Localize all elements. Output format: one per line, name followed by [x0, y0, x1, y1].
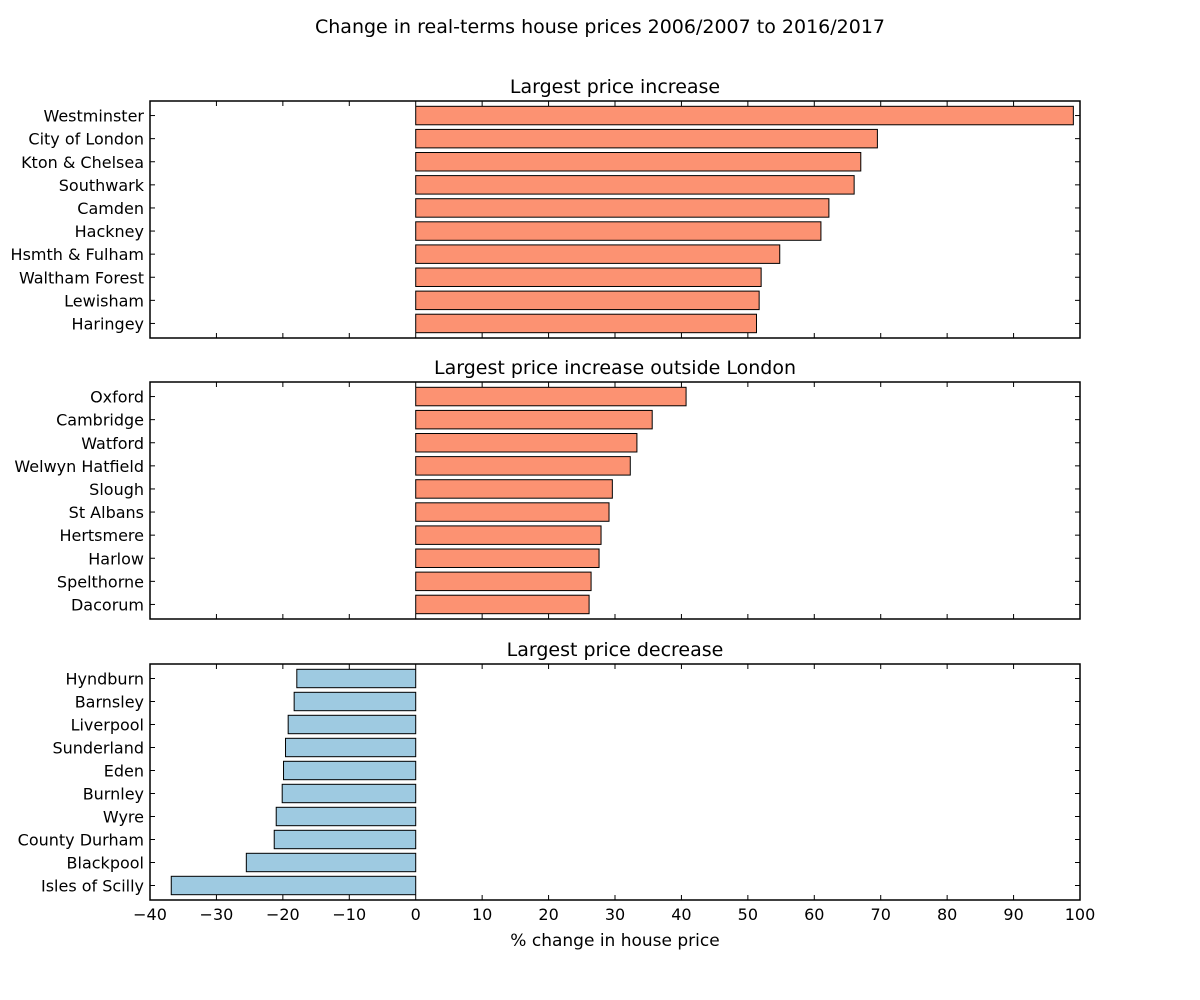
bar [415, 594, 590, 615]
x-tick-label: −10 [332, 905, 366, 924]
bar [281, 783, 417, 804]
bar [285, 737, 417, 758]
bar [415, 433, 638, 453]
bar [287, 714, 417, 735]
bar [283, 760, 417, 781]
x-tick-label: −20 [266, 905, 300, 924]
bar [415, 290, 760, 311]
x-tick-label: 20 [538, 905, 558, 924]
y-tick-label: Blackpool [67, 854, 144, 873]
chart-panel-3: Largest price decrease Hyndburn Barnsley Li… [18, 639, 1096, 951]
bar [170, 875, 417, 896]
y-tick-label: Waltham Forest [19, 268, 144, 287]
y-tick-label: Watford [81, 434, 144, 453]
bar [415, 386, 687, 407]
bar [415, 152, 862, 172]
y-tick-label: Haringey [72, 314, 144, 333]
y-tick-label: County Durham [18, 831, 144, 850]
bar [415, 479, 613, 499]
bar [415, 267, 762, 287]
bar [415, 571, 592, 592]
panel-title: Largest price increase outside London [434, 357, 796, 379]
plot-frame [149, 100, 1081, 339]
x-tick-label: −30 [200, 905, 234, 924]
plot-frame [149, 663, 1081, 901]
y-tick-label: Camden [77, 199, 144, 218]
bar [245, 852, 417, 873]
y-tick-label: Eden [104, 762, 144, 781]
panel-title: Largest price increase [510, 76, 720, 98]
y-tick-label: St Albans [69, 503, 144, 522]
y-tick-label: Westminster [43, 107, 144, 126]
bar [415, 244, 781, 264]
y-tick-label: Kton & Chelsea [21, 153, 144, 172]
x-tick-label: 40 [671, 905, 691, 924]
bar [415, 221, 822, 241]
x-tick-label: 60 [804, 905, 824, 924]
y-tick-label: Welwyn Hatfield [14, 457, 144, 476]
y-tick-label: Spelthorne [57, 572, 144, 591]
y-tick-label: Hsmth & Fulham [11, 245, 144, 264]
bar [415, 502, 610, 522]
x-tick-label: 0 [411, 905, 421, 924]
x-tick-label: 30 [605, 905, 625, 924]
y-tick-label: Southwark [59, 176, 145, 195]
bar [415, 198, 830, 218]
y-tick-label: Sunderland [52, 739, 144, 758]
chart-panel-2: Largest price increase outside London Oxf… [14, 357, 1081, 620]
x-tick-label: 70 [871, 905, 891, 924]
panel-title: Largest price decrease [507, 639, 724, 661]
y-tick-label: Wyre [103, 808, 144, 827]
y-tick-label: Slough [89, 480, 144, 499]
bar [296, 668, 417, 689]
y-tick-label: Liverpool [71, 716, 144, 735]
bar [415, 128, 878, 149]
x-tick-label: 10 [472, 905, 492, 924]
y-tick-label: Barnsley [75, 693, 144, 712]
x-tick-label: 80 [937, 905, 957, 924]
x-tick-label: 90 [1003, 905, 1023, 924]
chart-panel-1: Largest price increase Westminster City of… [11, 76, 1081, 339]
y-tick-label: Oxford [90, 388, 144, 407]
y-tick-label: Burnley [83, 785, 144, 804]
bar [415, 409, 653, 430]
x-axis-label: % change in house price [510, 931, 719, 951]
y-tick-label: Harlow [88, 549, 144, 568]
bar [275, 806, 417, 827]
y-tick-label: Isles of Scilly [41, 877, 144, 896]
y-tick-label: Cambridge [56, 411, 144, 430]
bar [293, 691, 417, 712]
y-tick-label: Hyndburn [65, 670, 144, 689]
bar [415, 175, 855, 195]
y-tick-label: Hackney [75, 222, 144, 241]
bar [415, 456, 631, 476]
x-tick-label: 50 [738, 905, 758, 924]
plot-frame [149, 381, 1081, 620]
bar [415, 105, 1074, 126]
y-tick-label: Hertsmere [59, 526, 144, 545]
y-tick-label: Dacorum [71, 595, 144, 614]
y-tick-label: City of London [28, 130, 144, 149]
bar [415, 313, 757, 334]
bar [415, 548, 600, 568]
bar [415, 525, 602, 545]
x-tick-label: −40 [133, 905, 167, 924]
bar [273, 829, 417, 850]
figure-title: Change in real-terms house prices 2006/2… [315, 16, 885, 38]
y-tick-label: Lewisham [64, 291, 144, 310]
x-tick-label: 100 [1065, 905, 1096, 924]
